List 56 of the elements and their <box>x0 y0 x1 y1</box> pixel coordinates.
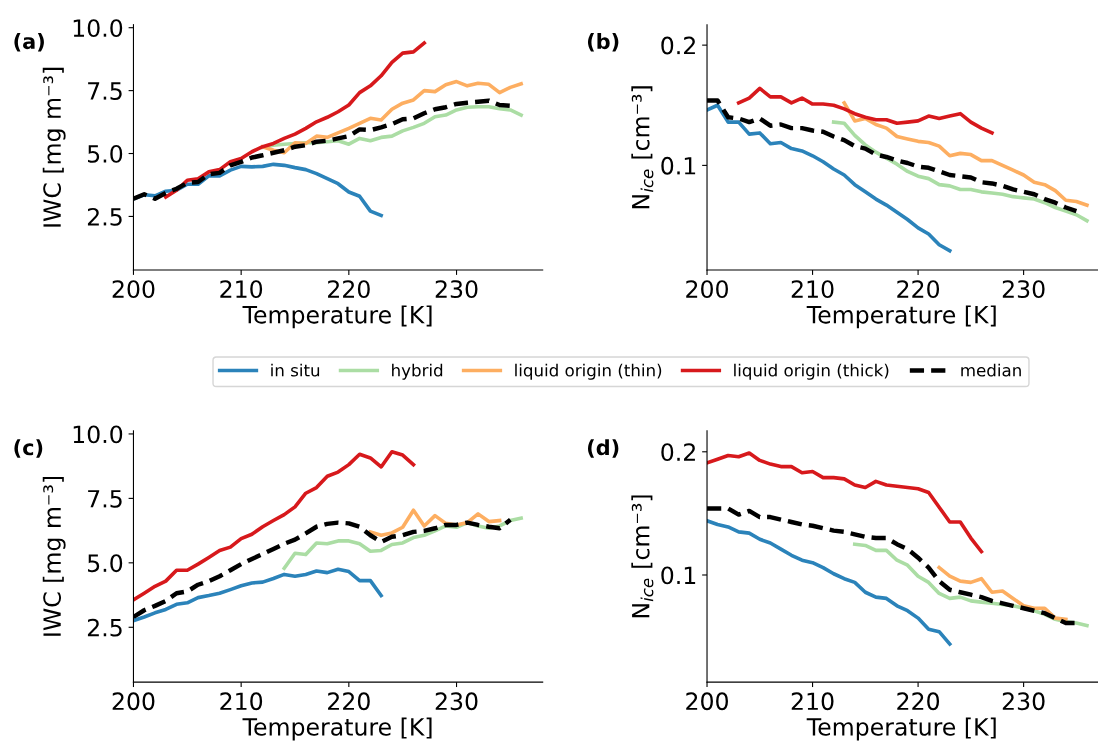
y-tick-label: 10.0 <box>73 19 123 38</box>
y-tick-label: 7.5 <box>88 82 122 100</box>
y-tick-label: 10.0 <box>73 425 123 444</box>
x-tick-label: 200 <box>112 692 155 711</box>
x-tick-label: 230 <box>435 692 478 711</box>
y-tick-label: 0.2 <box>661 443 695 462</box>
legend-label: in situ <box>271 363 320 377</box>
y-tick-label: 2.5 <box>87 207 122 226</box>
chart-title: (b) <box>587 33 619 52</box>
legend-label: hybrid <box>392 363 443 380</box>
y-tick-label: 0.2 <box>661 36 695 55</box>
legend-label: liquid origin (thick) <box>734 363 889 380</box>
y-axis-title: IWC [mg m⁻³] <box>42 67 66 227</box>
line-series <box>260 79 523 155</box>
chart-title: (a) <box>14 33 44 52</box>
x-tick-label: 200 <box>112 280 155 299</box>
y-tick-label: 0.1 <box>661 156 696 175</box>
x-tick-label: 210 <box>220 280 263 299</box>
line-series <box>736 86 994 135</box>
x-tick-label: 230 <box>1002 692 1045 711</box>
line-series <box>163 41 427 199</box>
chart-title: (c) <box>14 439 43 458</box>
line-series <box>831 120 1089 223</box>
line-series <box>937 565 1068 622</box>
x-axis-title: Temperature [K] <box>806 305 996 329</box>
y-tick-label: 0.1 <box>661 566 696 585</box>
x-tick-label: 220 <box>897 280 940 299</box>
x-tick-label: 220 <box>328 692 370 711</box>
legend-label: liquid origin (thin) <box>515 363 662 380</box>
line-series <box>707 103 952 253</box>
chart-title: (d) <box>587 439 619 458</box>
y-axis-title: IWC [mg m⁻³] <box>42 476 66 636</box>
x-tick-label: 200 <box>686 692 728 711</box>
y-tick-label: 2.5 <box>87 618 122 637</box>
y-tick-label: 7.5 <box>88 490 122 508</box>
y-axis-title: N$_{ice}$ [cm⁻³] <box>631 86 654 209</box>
x-tick-label: 210 <box>791 692 834 711</box>
line-series <box>707 451 984 554</box>
x-axis-title: Temperature [K] <box>242 305 432 329</box>
legend-label: median <box>961 363 1021 377</box>
x-axis-title: Temperature [K] <box>242 717 432 741</box>
x-tick-label: 220 <box>897 692 940 711</box>
x-tick-label: 210 <box>220 692 263 711</box>
x-tick-label: 210 <box>791 280 834 299</box>
x-tick-label: 200 <box>686 280 728 299</box>
y-tick-label: 5.0 <box>88 144 123 163</box>
line-series <box>842 101 1089 207</box>
line-series <box>133 449 416 602</box>
line-series <box>707 518 952 646</box>
x-axis-title: Temperature [K] <box>806 717 996 741</box>
y-tick-label: 5.0 <box>88 554 123 573</box>
line-series <box>133 567 383 623</box>
x-tick-label: 220 <box>328 280 370 299</box>
y-axis-title: N$_{ice}$ [cm⁻³] <box>631 495 654 618</box>
x-tick-label: 230 <box>1002 280 1045 299</box>
x-tick-label: 230 <box>435 280 478 299</box>
